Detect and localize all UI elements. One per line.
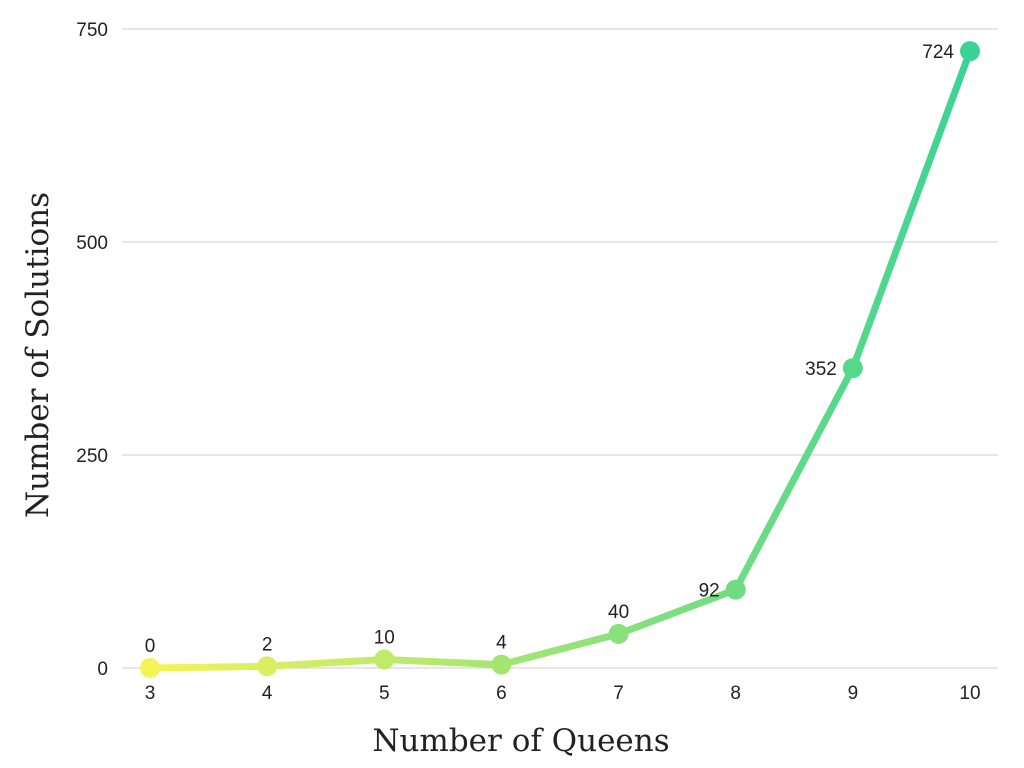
data-point — [725, 579, 746, 600]
x-tick-label: 5 — [379, 683, 390, 704]
series-line — [146, 47, 974, 672]
gridlines — [122, 28, 998, 669]
y-tick-label: 500 — [76, 233, 108, 254]
data-point — [140, 658, 160, 678]
x-axis-ticks: 3 4 5 6 7 8 9 10 — [145, 683, 981, 704]
x-tick-label: 4 — [262, 683, 273, 704]
data-point — [374, 649, 395, 670]
x-tick-label: 6 — [496, 683, 507, 704]
data-point — [257, 656, 278, 677]
data-labels: 0 2 10 4 40 92 352 724 — [145, 42, 955, 657]
data-label: 2 — [262, 634, 273, 655]
x-axis-title: Number of Queens — [372, 723, 669, 759]
y-axis-title: Number of Solutions — [20, 192, 56, 518]
data-label: 10 — [374, 627, 395, 648]
y-tick-label: 750 — [76, 20, 108, 41]
y-axis-ticks: 0 250 500 750 — [76, 20, 108, 680]
data-point — [960, 41, 980, 62]
x-tick-label: 10 — [959, 683, 980, 704]
y-tick-label: 250 — [76, 446, 108, 467]
x-tick-label: 9 — [848, 683, 859, 704]
x-tick-label: 8 — [730, 683, 741, 704]
y-tick-label: 0 — [97, 659, 108, 680]
data-label: 92 — [699, 581, 720, 602]
data-label: 352 — [805, 359, 837, 380]
data-label: 724 — [922, 42, 954, 63]
series-points — [140, 41, 980, 678]
data-label: 0 — [145, 636, 156, 657]
series-line-path — [146, 47, 974, 672]
data-point — [491, 654, 512, 675]
data-point — [608, 623, 629, 644]
x-tick-label: 7 — [613, 683, 624, 704]
x-tick-label: 3 — [145, 683, 156, 704]
data-point — [842, 358, 863, 379]
data-label: 40 — [608, 602, 629, 623]
data-label: 4 — [496, 633, 507, 654]
